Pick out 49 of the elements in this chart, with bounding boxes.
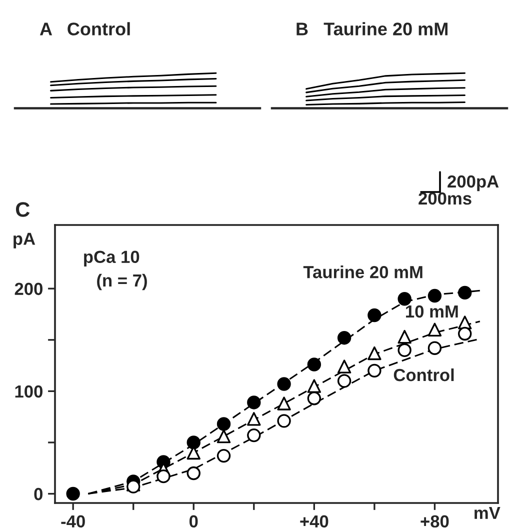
point [277,414,291,428]
point [337,330,352,345]
point [307,392,322,406]
point [458,286,472,300]
point [398,292,412,306]
point [156,469,170,484]
y-tick-label: 0 [34,488,42,500]
point [337,360,352,374]
point [398,343,412,357]
point [247,428,261,442]
point [66,486,80,501]
y-tick-label: 100 [15,385,42,398]
point [307,379,322,393]
point [216,448,231,463]
point [307,358,322,372]
series-label: Taurine 20 mM [303,266,422,278]
chart-title: A Control [40,22,130,36]
x-tick-label: +80 [420,515,449,528]
y-tick-label: 200 [14,282,42,296]
point [398,330,412,344]
point [277,377,291,391]
point [368,308,382,322]
chart-title: B Taurine 20 mM [296,22,448,36]
point [368,346,382,360]
point [247,412,261,426]
x-axis-title: mV [474,506,500,519]
point [368,364,382,378]
y-axis-title: pA [14,232,36,248]
point [458,326,472,341]
point [186,466,200,480]
text: 200pA [448,175,499,192]
point [428,341,442,355]
annotation: pCa 10 [84,250,140,266]
x-tick-label: +40 [300,515,328,528]
chart-title: C [16,202,30,217]
point [428,322,442,336]
x-tick-label: -40 [61,515,85,528]
point [216,417,231,431]
point [186,436,200,450]
text: 200ms [418,192,472,205]
point [337,374,352,388]
series-label: Control [394,368,454,382]
point [428,288,442,303]
point [216,429,231,444]
x-tick-label: 0 [189,515,198,528]
point [247,396,261,410]
annotation: (n = 7) [97,274,147,290]
series-label: 10 mM [406,305,458,318]
point [277,396,291,410]
